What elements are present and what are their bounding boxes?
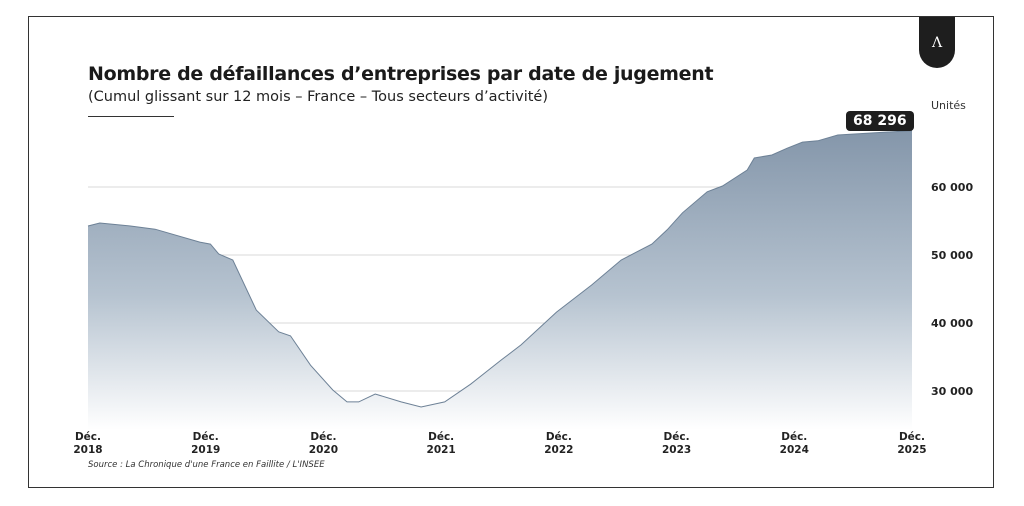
x-tick-label-month: Déc. — [546, 431, 572, 443]
x-tick-label-month: Déc. — [310, 431, 336, 443]
x-tick-label-month: Déc. — [899, 431, 925, 443]
x-tick-label-year: 2020 — [309, 444, 338, 456]
x-tick-label-month: Déc. — [664, 431, 690, 443]
y-tick-label: 30 000 — [931, 385, 973, 398]
title-divider — [88, 116, 174, 117]
x-tick-label-month: Déc. — [781, 431, 807, 443]
series-line — [87, 130, 913, 408]
x-tick-label-year: 2025 — [897, 444, 926, 456]
y-tick-label: 40 000 — [931, 317, 973, 330]
x-tick-label-month: Déc. — [75, 431, 101, 443]
x-tick-label-year: 2019 — [191, 444, 220, 456]
last-value-badge: 68 296 — [846, 111, 914, 131]
y-axis-unit-label: Unités — [931, 99, 966, 112]
x-tick-label-year: 2018 — [73, 444, 102, 456]
x-tick-label-year: 2024 — [780, 444, 809, 456]
chart-subtitle: (Cumul glissant sur 12 mois – France – T… — [88, 89, 549, 105]
x-tick-label-month: Déc. — [193, 431, 219, 443]
x-tick-label-month: Déc. — [428, 431, 454, 443]
x-tick-label-year: 2022 — [544, 444, 573, 456]
x-tick-label-year: 2023 — [662, 444, 691, 456]
agora-logo-icon: Λ — [919, 17, 955, 68]
y-tick-label: 60 000 — [931, 181, 973, 194]
chart-title: Nombre de défaillances d’entreprises par… — [88, 63, 714, 85]
x-tick-label-year: 2021 — [427, 444, 456, 456]
source-note: Source : La Chronique d'une France en Fa… — [88, 460, 325, 470]
area-fill — [88, 130, 912, 430]
y-tick-label: 50 000 — [931, 249, 973, 262]
